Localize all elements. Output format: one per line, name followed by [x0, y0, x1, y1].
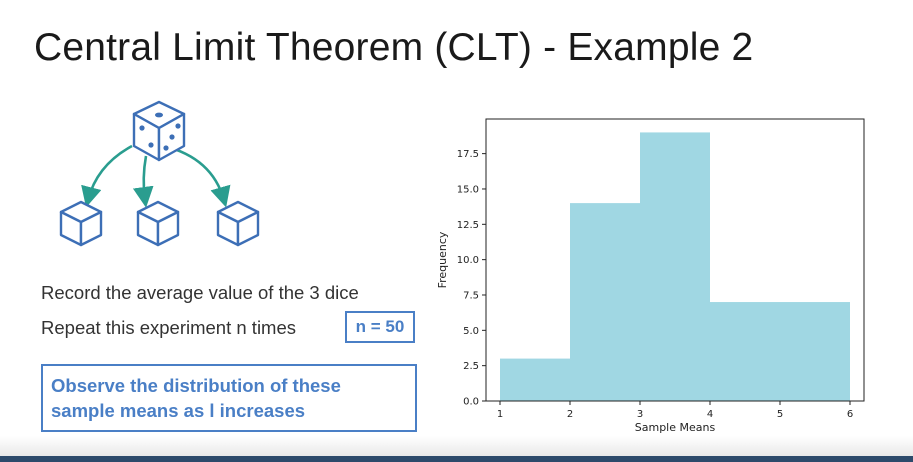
- instruction-record: Record the average value of the 3 dice: [41, 282, 359, 303]
- x-tick-label: 3: [637, 409, 643, 420]
- x-tick-label: 5: [777, 409, 783, 420]
- y-tick-label: 15.0: [457, 184, 479, 195]
- bottom-bar: [0, 456, 913, 462]
- histogram-bars: [500, 132, 850, 401]
- x-tick-label: 2: [567, 409, 573, 420]
- arrow-right: [163, 144, 231, 208]
- y-tick-label: 5.0: [463, 326, 479, 337]
- y-tick-label: 10.0: [457, 255, 479, 266]
- histogram-bar: [570, 203, 640, 401]
- histogram-bar: [500, 358, 570, 401]
- callout-line-1: Observe the distribution of these: [51, 375, 341, 396]
- dice-diagram: [59, 100, 260, 247]
- histogram-bar: [710, 302, 850, 401]
- cube-icon: [216, 200, 260, 247]
- histogram-chart: 1 2 3 4 5 6 0.0 2.5 5.0 7.5 10.0 12.5 15.0 17.5 Samp…: [436, 118, 865, 434]
- x-tick-label: 4: [707, 409, 713, 420]
- y-tick-label: 17.5: [457, 149, 479, 160]
- histogram-bar: [640, 132, 710, 401]
- cube-icon: [59, 200, 103, 247]
- arrow-middle: [132, 155, 154, 208]
- y-tick-label: 7.5: [463, 290, 479, 301]
- y-ticks: 0.0 2.5 5.0 7.5 10.0 12.5 15.0 17.5: [457, 149, 486, 408]
- y-tick-label: 0.0: [463, 397, 479, 408]
- x-axis-label: Sample Means: [635, 421, 716, 434]
- arrow-left: [81, 144, 133, 208]
- n-value-box: n = 50: [345, 311, 415, 343]
- callout-line-2: sample means as l increases: [51, 400, 306, 421]
- die-icon: [132, 100, 186, 162]
- instruction-repeat: Repeat this experiment n times: [41, 317, 297, 338]
- bottom-shade: [0, 436, 913, 456]
- x-tick-label: 6: [847, 409, 853, 420]
- cube-icon: [136, 200, 180, 247]
- x-tick-label: 1: [497, 409, 503, 420]
- x-ticks: 1 2 3 4 5 6: [497, 401, 853, 420]
- y-tick-label: 2.5: [463, 361, 479, 372]
- callout-box: Observe the distribution of these sample…: [41, 364, 417, 432]
- slide-title: Central Limit Theorem (CLT) - Example 2: [34, 26, 754, 69]
- y-tick-label: 12.5: [457, 220, 479, 231]
- y-axis-label: Frequency: [436, 231, 449, 288]
